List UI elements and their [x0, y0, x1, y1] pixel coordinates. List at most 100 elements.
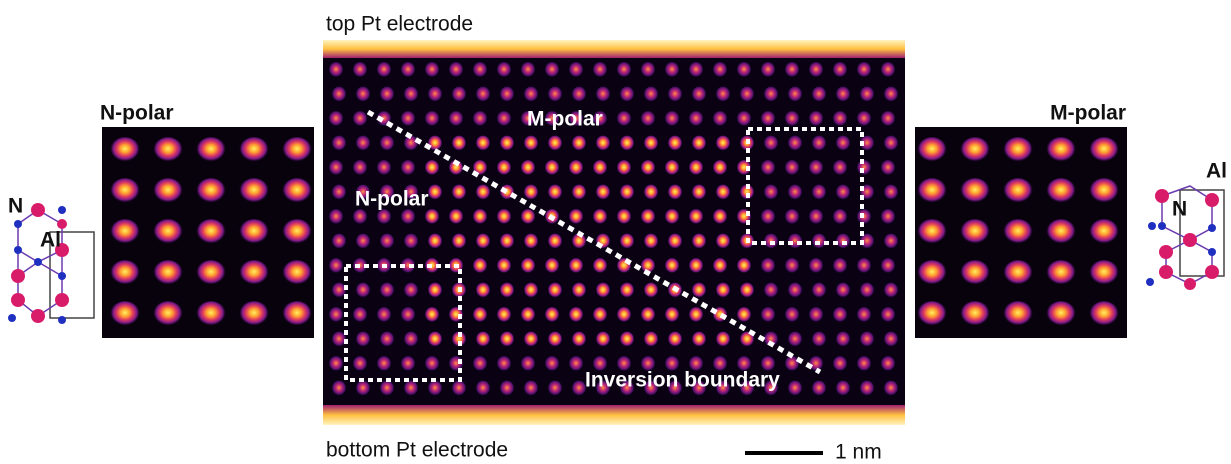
atom-blob: [857, 258, 872, 274]
atom-blob: [1003, 178, 1033, 204]
atom-blob: [452, 87, 467, 103]
atom-blob: [1003, 219, 1033, 245]
atom-blob: [788, 185, 803, 201]
atom-blob: [569, 356, 584, 372]
atom-blob: [785, 160, 800, 176]
atom-blob: [569, 209, 584, 225]
atom-blob: [569, 307, 584, 323]
atom-blob: [881, 258, 896, 274]
atom-blob: [329, 160, 344, 176]
atom-blob: [1046, 260, 1076, 286]
atom-blob: [812, 381, 827, 397]
atom-blob: [110, 301, 140, 327]
atom-blob: [521, 307, 536, 323]
atom-blob: [960, 301, 990, 327]
atom-blob: [153, 260, 183, 286]
atom-blob: [836, 381, 851, 397]
atom-blob: [833, 209, 848, 225]
atom-blob: [692, 283, 707, 299]
atom-blob: [404, 332, 419, 348]
atom-blob: [524, 234, 539, 250]
atom-blob: [692, 234, 707, 250]
atom-blob: [401, 111, 416, 127]
atom-blob: [788, 136, 803, 152]
atom-blob: [761, 209, 776, 225]
atom-blob: [332, 185, 347, 201]
atom-blob: [833, 258, 848, 274]
atom-blob: [668, 87, 683, 103]
atom-blob: [665, 111, 680, 127]
atom-blob: [716, 185, 731, 201]
atom-blob: [1089, 260, 1119, 286]
crystal-structure: [8, 203, 94, 324]
atom-blob: [857, 111, 872, 127]
atom-blob: [239, 260, 269, 286]
atom-blob: [476, 283, 491, 299]
atom-blob: [545, 62, 560, 78]
atom-blob: [428, 185, 443, 201]
atom-blob: [428, 283, 443, 299]
atom-blob: [449, 111, 464, 127]
atom-blob: [425, 209, 440, 225]
atom-blob: [524, 283, 539, 299]
atom-blob: [716, 87, 731, 103]
atom-blob: [596, 283, 611, 299]
atom-blob: [620, 136, 635, 152]
atom-blob: [713, 160, 728, 176]
atom-blob: [569, 160, 584, 176]
boundary-label: Inversion boundary: [585, 369, 780, 392]
atom-blob: [473, 111, 488, 127]
atom-blob: [785, 62, 800, 78]
atom-blob: [689, 160, 704, 176]
atom-label: Al: [40, 229, 61, 252]
atom-blob: [500, 381, 515, 397]
atom-blob: [617, 160, 632, 176]
atom-blob: [497, 356, 512, 372]
atom-blob: [644, 136, 659, 152]
atom-blob: [809, 62, 824, 78]
atom-blob: [1046, 219, 1076, 245]
atom-blob: [239, 137, 269, 163]
atom-blob: [692, 185, 707, 201]
atom-blob: [860, 283, 875, 299]
atom-blob: [917, 178, 947, 204]
atom-blob: [641, 307, 656, 323]
atom-blob: [353, 111, 368, 127]
atom-blob: [884, 185, 899, 201]
atom-blob: [716, 136, 731, 152]
atom-blob: [473, 62, 488, 78]
atom-blob: [761, 62, 776, 78]
atom-blob: [1089, 219, 1119, 245]
region-label: N-polar: [355, 188, 429, 211]
atom-blob: [110, 260, 140, 286]
atom-blob: [476, 185, 491, 201]
atom-blob: [857, 307, 872, 323]
atom-blob: [596, 332, 611, 348]
atom-blob: [524, 136, 539, 152]
atom-blob: [1089, 178, 1119, 204]
atom-blob: [788, 87, 803, 103]
atom-blob: [857, 62, 872, 78]
atom-blob: [425, 356, 440, 372]
atom-blob: [524, 381, 539, 397]
atom-blob: [596, 136, 611, 152]
atom-blob: [404, 283, 419, 299]
atom-blob: [716, 234, 731, 250]
atom-blob: [196, 301, 226, 327]
atom-blob: [332, 136, 347, 152]
atom-blob: [713, 62, 728, 78]
atom-blob: [473, 356, 488, 372]
atom-blob: [500, 332, 515, 348]
atom-blob: [428, 381, 443, 397]
atom-blob: [353, 356, 368, 372]
atom-blob: [761, 111, 776, 127]
atom-blob: [761, 160, 776, 176]
atom-blob: [548, 185, 563, 201]
atom-blob: [617, 307, 632, 323]
atom-blob: [452, 136, 467, 152]
atom-blob: [572, 283, 587, 299]
atom-blob: [620, 185, 635, 201]
atom-blob: [476, 136, 491, 152]
atom-blob: [884, 87, 899, 103]
atom-blob: [764, 283, 779, 299]
